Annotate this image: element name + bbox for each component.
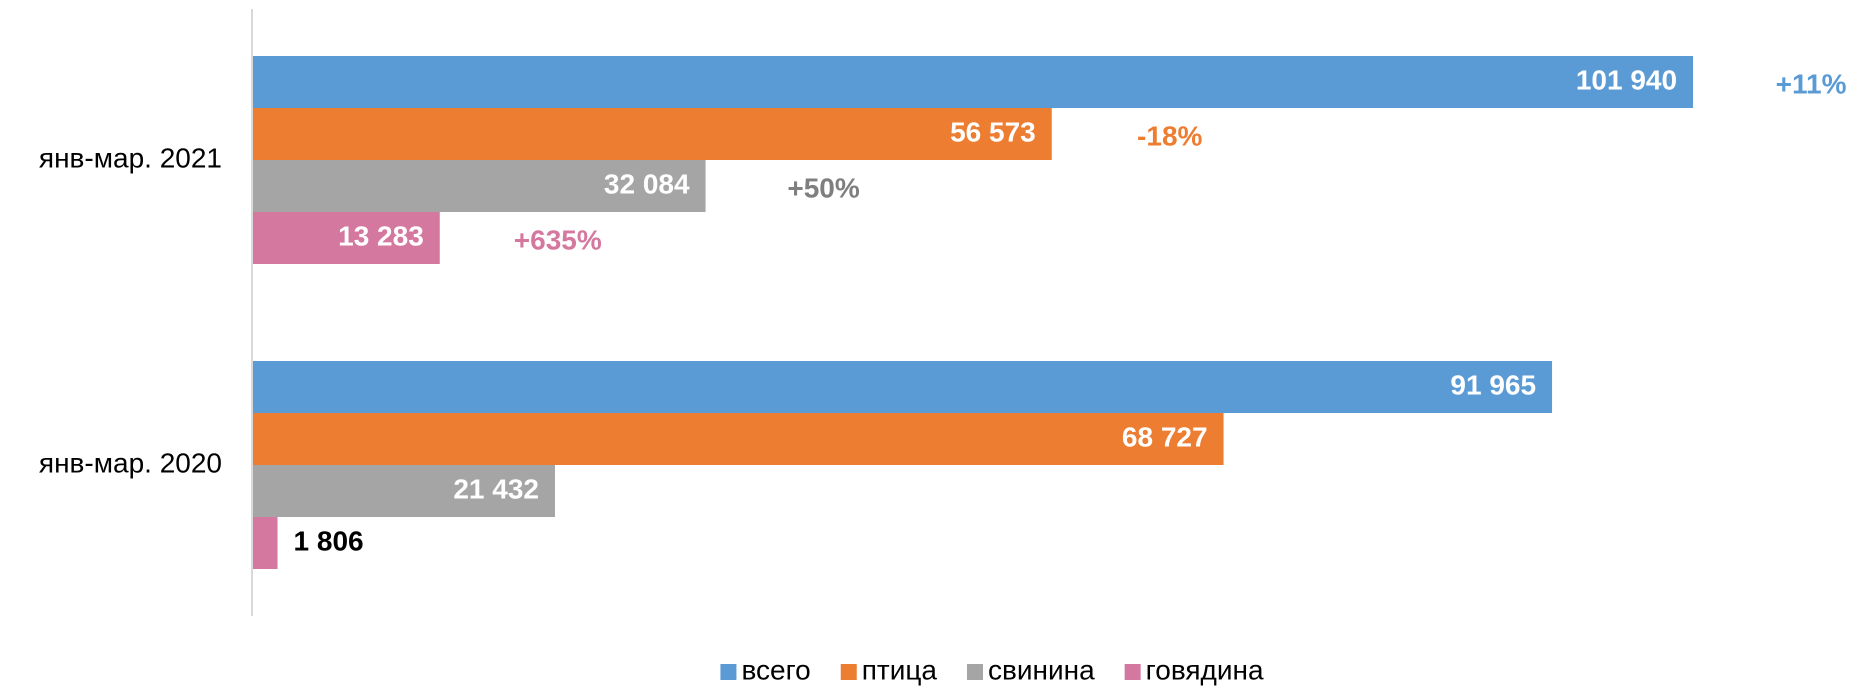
change-annotation: -18% (1137, 120, 1202, 151)
legend-swatch (720, 664, 737, 680)
legend-swatch (1124, 664, 1141, 680)
value-label: 32 084 (604, 168, 690, 199)
change-annotation: +635% (514, 224, 602, 255)
category-label: янв-мар. 2020 (39, 447, 222, 478)
bar (252, 212, 440, 264)
bar (252, 56, 1694, 108)
bar (252, 517, 278, 569)
bar (252, 413, 1224, 465)
value-label: 13 283 (338, 220, 424, 251)
change-annotation: +50% (787, 172, 859, 203)
legend-label: всего (741, 654, 810, 685)
legend-label: птица (862, 654, 938, 685)
legend-label: свинина (988, 654, 1095, 685)
category-label: янв-мар. 2021 (39, 142, 222, 173)
bar (252, 108, 1052, 160)
bar (252, 160, 706, 212)
bar (252, 361, 1553, 413)
bar (252, 465, 555, 517)
legend-swatch (967, 664, 983, 680)
value-label: 1 806 (294, 525, 364, 556)
change-annotation: +11% (1776, 68, 1847, 99)
value-label: 68 727 (1122, 421, 1208, 452)
legend: всего птица свинина говядина (720, 654, 1264, 685)
value-label: 101 940 (1576, 64, 1677, 95)
value-label: 56 573 (950, 116, 1036, 147)
legend-label: говядина (1146, 654, 1264, 685)
legend-swatch (840, 664, 857, 680)
value-label: 91 965 (1450, 369, 1536, 400)
value-label: 21 432 (453, 473, 539, 504)
